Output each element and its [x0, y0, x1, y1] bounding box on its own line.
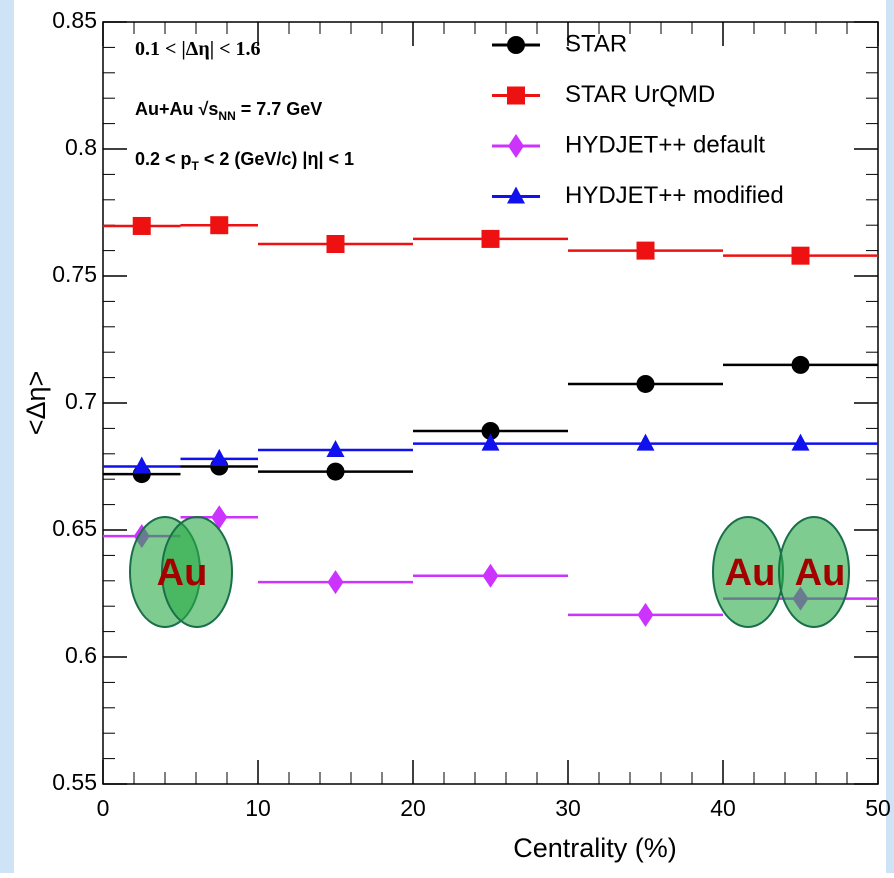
- marker: [637, 602, 654, 627]
- y-tick-label: 0.85: [52, 7, 97, 33]
- marker: [507, 36, 525, 54]
- marker: [210, 216, 229, 235]
- annotation: Au+Au √sNN = 7.7 GeV: [135, 99, 322, 123]
- y-tick-label: 0.75: [52, 261, 97, 287]
- marker: [507, 186, 525, 204]
- legend-label: HYDJET++ default: [565, 131, 765, 158]
- marker: [508, 134, 524, 158]
- marker: [791, 246, 810, 265]
- x-tick-label: 50: [865, 795, 891, 821]
- y-tick-label: 0.65: [52, 515, 97, 541]
- nucleus-label: Au: [157, 552, 208, 594]
- marker: [507, 86, 525, 105]
- y-tick-label: 0.6: [65, 642, 97, 668]
- annotation-part: s: [208, 99, 218, 119]
- x-axis-label: Centrality (%): [513, 833, 677, 863]
- marker: [132, 216, 151, 235]
- marker: [481, 421, 500, 440]
- annotation-part: Au+Au √: [135, 99, 209, 119]
- marker: [481, 433, 500, 451]
- marker: [326, 439, 345, 457]
- x-tick-label: 10: [245, 795, 271, 821]
- annotation-part: T: [192, 159, 200, 173]
- marker: [132, 456, 151, 474]
- marker: [636, 241, 655, 260]
- x-tick-label: 40: [710, 795, 736, 821]
- y-axis-label: <Δη>: [21, 371, 51, 436]
- marker: [211, 505, 228, 530]
- legend-label: STAR UrQMD: [565, 81, 715, 108]
- annotation: 0.1 < |Δη| < 1.6: [135, 38, 261, 60]
- x-tick-label: 30: [555, 795, 581, 821]
- annotation-part: NN: [218, 109, 235, 123]
- nucleus-label: Au: [795, 552, 846, 594]
- legend-label: STAR: [565, 30, 627, 57]
- y-tick-label: 0.8: [65, 134, 97, 160]
- marker: [636, 374, 655, 393]
- x-tick-label: 0: [97, 795, 110, 821]
- x-tick-label: 20: [400, 795, 426, 821]
- nucleus: [778, 516, 850, 628]
- marker: [210, 448, 229, 466]
- annotation-part: 0.1 < |Δη| < 1.6: [135, 38, 261, 60]
- y-tick-label: 0.7: [65, 388, 97, 414]
- marker: [327, 570, 344, 595]
- marker: [791, 433, 810, 451]
- annotation: 0.2 < pT < 2 (GeV/c) |η| < 1: [135, 149, 354, 173]
- marker: [326, 462, 345, 481]
- right-strip: [886, 0, 894, 873]
- marker: [482, 563, 499, 588]
- y-tick-label: 0.55: [52, 769, 97, 795]
- nucleus: [161, 516, 233, 628]
- annotation-part: = 7.7 GeV: [236, 99, 323, 119]
- left-strip: [0, 0, 14, 873]
- marker: [326, 234, 345, 253]
- annotation-part: 0.2 < p: [135, 149, 192, 169]
- marker: [481, 229, 500, 248]
- marker: [636, 433, 655, 451]
- marker: [791, 355, 810, 374]
- legend-label: HYDJET++ modified: [565, 182, 784, 209]
- annotation-part: < 2 (GeV/c) |η| < 1: [199, 149, 354, 169]
- nucleus-label: Au: [725, 552, 776, 594]
